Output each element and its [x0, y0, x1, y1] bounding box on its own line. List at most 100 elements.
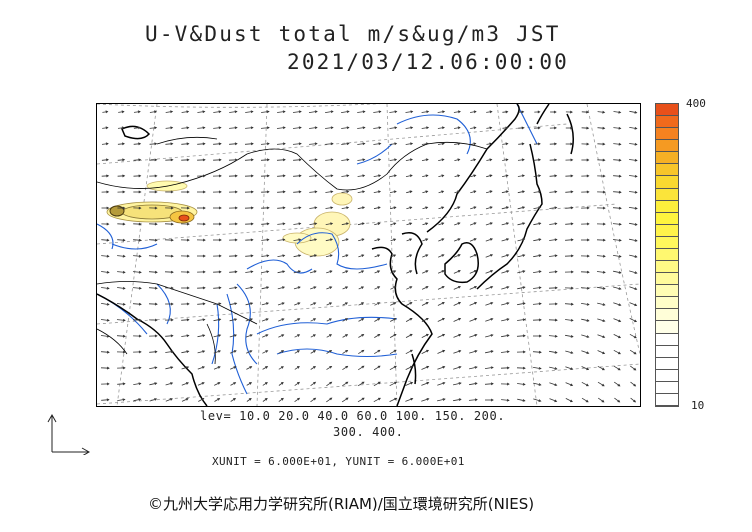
- wind-vector-head: [410, 381, 414, 385]
- wind-vector: [357, 381, 365, 387]
- wind-vector-head: [554, 190, 558, 194]
- wind-vector-head: [377, 318, 381, 321]
- wind-vector: [454, 127, 460, 129]
- wind-vector: [597, 302, 605, 306]
- wind-vector-head: [474, 398, 478, 402]
- wind-vector: [358, 349, 364, 355]
- wind-vector-head: [282, 174, 286, 178]
- wind-vector-head: [170, 190, 174, 194]
- wind-vector-head: [282, 158, 286, 162]
- wind-vector: [213, 318, 221, 322]
- wind-vector: [342, 254, 348, 258]
- wind-vector: [357, 222, 365, 226]
- wind-vector: [213, 303, 221, 305]
- wind-vector: [326, 397, 332, 403]
- wind-vector: [341, 191, 349, 193]
- wind-vector: [502, 159, 508, 161]
- wind-vector: [100, 335, 110, 337]
- wind-vector: [437, 286, 445, 290]
- wind-vector: [549, 398, 557, 402]
- wind-vector-head: [218, 126, 222, 130]
- wind-vector: [374, 318, 380, 322]
- wind-vector-head: [250, 142, 254, 146]
- wind-vector: [501, 222, 509, 226]
- wind-vector-head: [473, 238, 477, 241]
- wind-vector: [565, 350, 573, 354]
- wind-vector-head: [634, 271, 638, 274]
- wind-vector-head: [570, 158, 574, 162]
- wind-vector: [260, 127, 270, 129]
- wind-vector-head: [602, 270, 606, 274]
- wind-vector-head: [345, 302, 349, 305]
- wind-vector: [294, 334, 300, 338]
- wind-vector: [629, 302, 637, 306]
- wind-vector-head: [266, 174, 270, 178]
- wind-vector: [438, 254, 444, 258]
- wind-vector-head: [425, 158, 429, 162]
- wind-vector-head: [362, 142, 366, 146]
- wind-vector: [197, 366, 205, 370]
- wind-vector: [533, 398, 541, 402]
- wind-vector-head: [474, 334, 478, 337]
- wind-vector-head: [490, 318, 494, 321]
- wind-vector-head: [186, 318, 190, 322]
- wind-vector-head: [554, 142, 558, 146]
- wind-vector-head: [490, 270, 494, 273]
- wind-vector: [132, 287, 142, 289]
- wind-vector: [277, 111, 285, 113]
- wind-vector: [309, 127, 317, 129]
- wind-vector: [597, 127, 605, 129]
- wind-vector: [438, 175, 444, 177]
- wind-vector-head: [522, 382, 526, 386]
- wind-vector-head: [280, 382, 284, 385]
- wind-vector-head: [633, 383, 637, 387]
- wind-vector: [565, 239, 573, 241]
- wind-vector-head: [362, 174, 366, 178]
- wind-vector-head: [410, 397, 414, 401]
- wind-vector-head: [186, 270, 190, 274]
- wind-vector-head: [409, 286, 413, 289]
- wind-vector-head: [105, 142, 109, 146]
- wind-vector: [548, 335, 558, 337]
- wind-vector: [373, 111, 381, 113]
- wind-vector-head: [473, 270, 477, 273]
- wind-vector: [405, 334, 413, 338]
- wind-vector: [470, 190, 476, 194]
- wind-vector-head: [538, 383, 542, 386]
- wind-vector-head: [554, 254, 558, 258]
- wind-vector-head: [425, 206, 429, 210]
- wind-vector-head: [154, 334, 158, 338]
- wind-vector-head: [425, 318, 429, 321]
- wind-vector-head: [522, 286, 526, 289]
- wind-vector: [549, 239, 557, 241]
- colorbar-segment: [656, 116, 678, 129]
- wind-vector: [276, 159, 286, 161]
- wind-vector: [517, 383, 525, 385]
- wind-vector: [421, 398, 429, 402]
- wind-vector: [469, 254, 477, 258]
- wind-vector-head: [250, 206, 254, 210]
- wind-vector-head: [361, 222, 365, 226]
- wind-vector: [470, 206, 476, 210]
- wind-vector: [117, 287, 125, 289]
- wind-vector: [357, 206, 365, 210]
- wind-vector: [325, 159, 333, 161]
- wind-vector: [276, 127, 286, 129]
- wind-vector-head: [296, 350, 300, 353]
- wind-vector: [213, 350, 221, 354]
- wind-vector: [341, 143, 349, 145]
- wind-vector-head: [314, 110, 318, 114]
- wind-vector-head: [602, 158, 606, 162]
- wind-vector: [325, 238, 333, 242]
- wind-vector-head: [554, 367, 558, 370]
- wind-vector: [101, 255, 109, 257]
- wind-vector: [581, 303, 589, 305]
- wind-vector: [197, 111, 205, 113]
- wind-vector-head: [393, 206, 397, 210]
- wind-vector: [149, 239, 157, 241]
- wind-vector-head: [570, 351, 574, 354]
- wind-vector-head: [329, 238, 334, 242]
- wind-vector-head: [393, 190, 397, 194]
- wind-vector-head: [297, 397, 301, 401]
- wind-vector: [597, 318, 605, 322]
